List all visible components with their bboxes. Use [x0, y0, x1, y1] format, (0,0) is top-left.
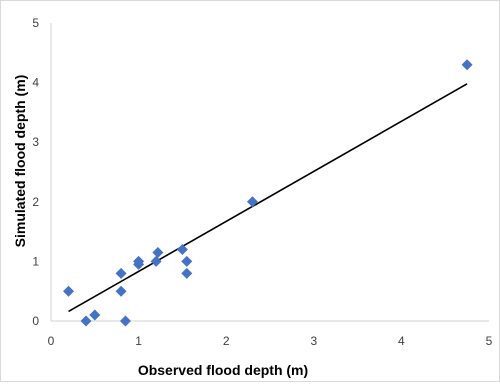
- y-tick-label: 5: [32, 16, 39, 30]
- data-point: [63, 285, 75, 297]
- data-point: [181, 255, 193, 267]
- y-tick-label: 4: [32, 76, 39, 90]
- x-tick-label: 2: [223, 334, 230, 348]
- x-tick-label: 0: [48, 334, 55, 348]
- data-point: [181, 267, 193, 279]
- y-axis-title: Simulated flood depth (m): [12, 75, 28, 248]
- tick-labels: 0 1 2 3 4 5 0 1 2 3 4 5: [32, 16, 492, 348]
- data-point: [150, 255, 162, 267]
- x-tick-label: 3: [310, 334, 317, 348]
- data-point: [461, 59, 473, 71]
- trendline: [68, 83, 468, 313]
- data-point: [119, 315, 131, 327]
- x-tick-label: 5: [486, 334, 493, 348]
- y-tick-label: 1: [32, 254, 39, 268]
- data-point: [152, 246, 164, 258]
- x-axis-title: Observed flood depth (m): [138, 362, 308, 378]
- data-point: [246, 196, 258, 208]
- data-point: [176, 243, 188, 255]
- data-point: [89, 309, 101, 321]
- data-point: [115, 267, 127, 279]
- data-point: [133, 255, 145, 267]
- y-tick-label: 0: [32, 314, 39, 328]
- y-tick-label: 3: [32, 135, 39, 149]
- data-points: [63, 59, 473, 327]
- y-tick-label: 2: [32, 195, 39, 209]
- data-point: [80, 315, 92, 327]
- x-tick-label: 4: [398, 334, 405, 348]
- data-point: [115, 285, 127, 297]
- x-tick-label: 1: [135, 334, 142, 348]
